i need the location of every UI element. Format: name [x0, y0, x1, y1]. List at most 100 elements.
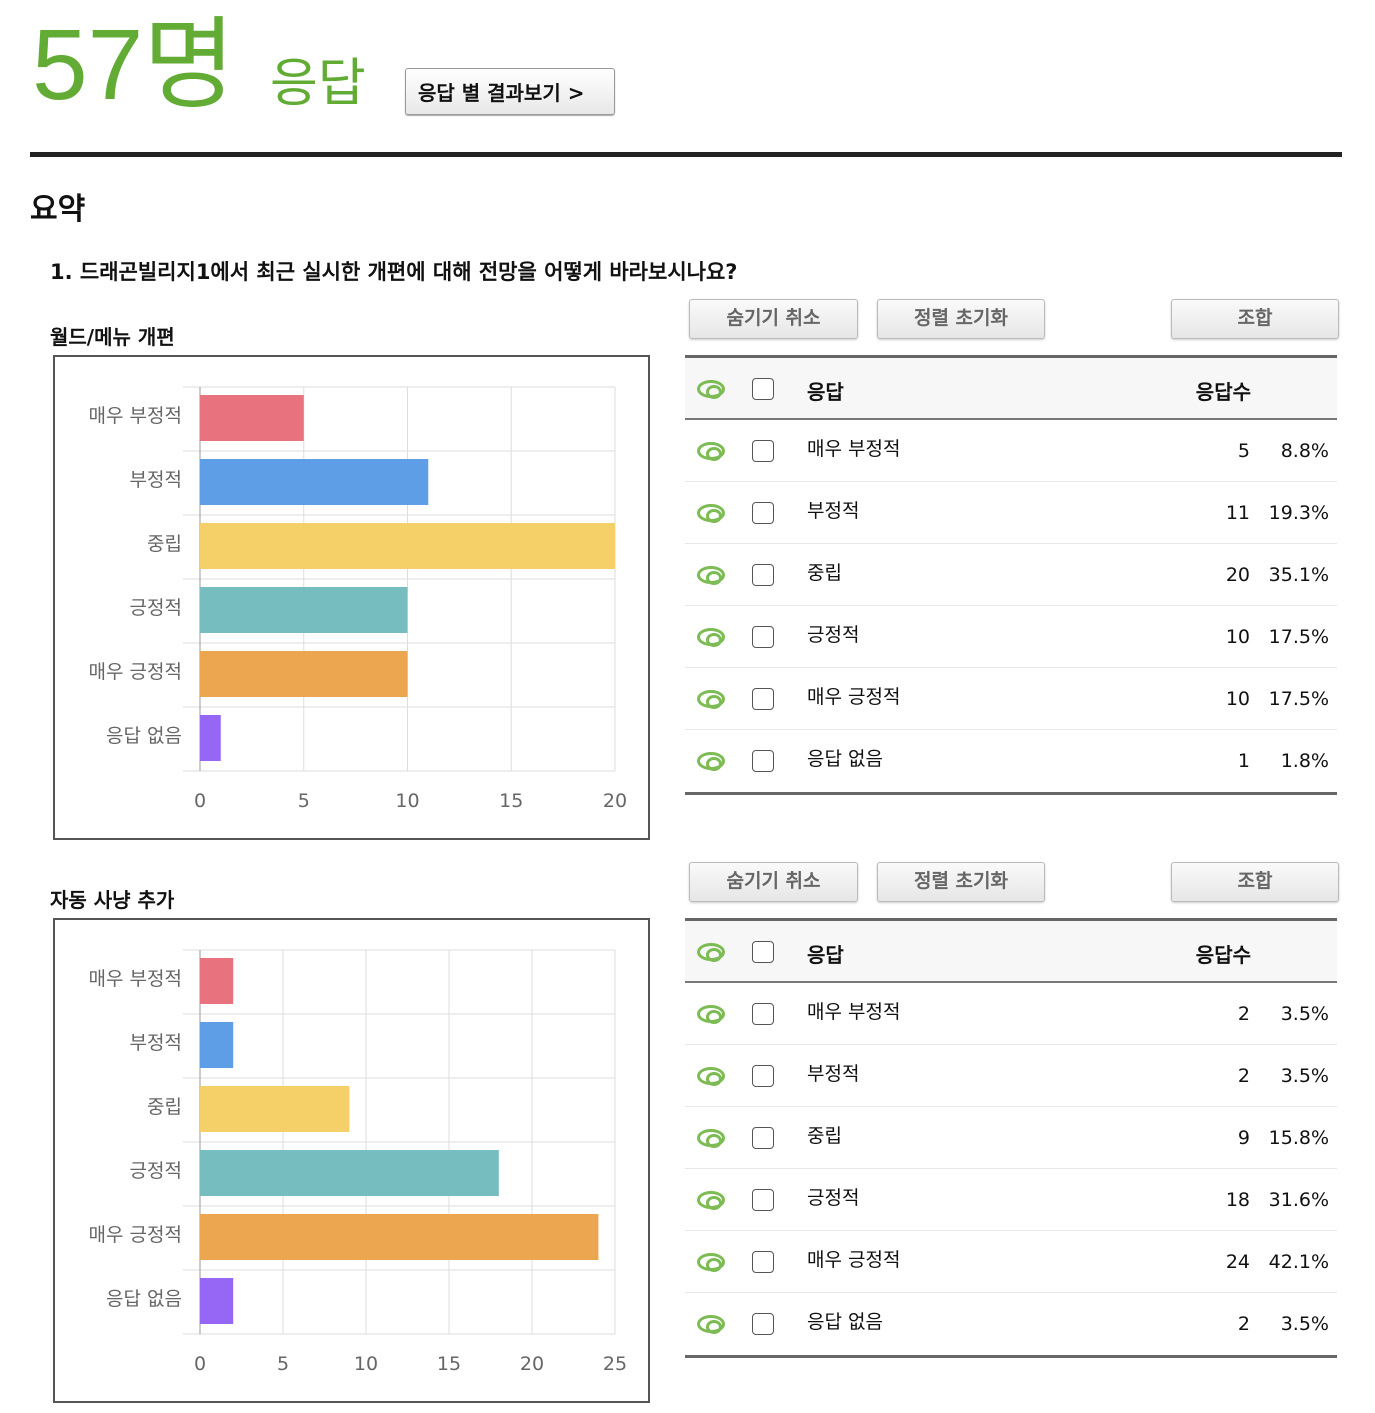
table-header: 응답 응답수 — [685, 921, 1337, 983]
x-tick-label: 5 — [298, 790, 310, 812]
table-row: 매우 부정적 5 8.8% — [685, 420, 1337, 482]
x-tick-label: 20 — [603, 790, 627, 812]
reset-sort-button[interactable]: 정렬 초기화 — [877, 862, 1045, 902]
y-tick-label: 응답 없음 — [106, 725, 182, 747]
answer-label: 응답 없음 — [807, 748, 883, 770]
bar — [200, 715, 221, 761]
answer-label: 응답 없음 — [807, 1311, 883, 1333]
answer-percent: 17.5% — [1268, 626, 1329, 648]
combine-button[interactable]: 조합 — [1171, 862, 1339, 902]
answer-count: 10 — [1225, 626, 1250, 648]
question-title: 1. 드래곤빌리지1에서 최근 실시한 개편에 대해 전망을 어떻게 바라보시나… — [50, 260, 738, 284]
answer-percent: 15.8% — [1268, 1127, 1329, 1149]
answer-percent: 3.5% — [1280, 1065, 1329, 1087]
answer-count: 24 — [1225, 1251, 1250, 1273]
combine-button[interactable]: 조합 — [1171, 299, 1339, 339]
bar — [200, 523, 615, 569]
bar — [200, 587, 408, 633]
answer-percent: 1.8% — [1280, 750, 1329, 772]
answer-count: 9 — [1237, 1127, 1250, 1149]
x-tick-label: 15 — [499, 790, 523, 812]
eye-icon[interactable] — [697, 1129, 725, 1148]
x-tick-label: 25 — [603, 1353, 627, 1375]
eye-icon[interactable] — [697, 1253, 725, 1272]
answer-count: 20 — [1225, 564, 1250, 586]
unhide-button[interactable]: 숨기기 취소 — [689, 862, 858, 902]
response-label: 응답 — [270, 54, 366, 114]
table-row: 응답 없음 2 3.5% — [685, 1293, 1337, 1355]
eye-icon[interactable] — [697, 752, 725, 771]
bar — [200, 651, 408, 697]
table-row: 중립 20 35.1% — [685, 544, 1337, 606]
reset-sort-button[interactable]: 정렬 초기화 — [877, 299, 1045, 339]
answer-count: 10 — [1225, 688, 1250, 710]
checkbox[interactable] — [752, 750, 774, 772]
eye-icon[interactable] — [697, 566, 725, 585]
answer-percent: 8.8% — [1280, 440, 1329, 462]
x-tick-label: 5 — [277, 1353, 289, 1375]
y-tick-label: 부정적 — [130, 469, 182, 491]
table-row: 중립 9 15.8% — [685, 1107, 1337, 1169]
answer-label: 매우 긍정적 — [807, 1249, 901, 1271]
y-tick-label: 긍정적 — [130, 597, 182, 619]
checkbox[interactable] — [752, 1189, 774, 1211]
x-tick-label: 15 — [437, 1353, 461, 1375]
checkbox[interactable] — [752, 941, 774, 963]
checkbox[interactable] — [752, 1127, 774, 1149]
bar — [200, 1022, 234, 1068]
bar — [200, 459, 429, 505]
bar — [200, 958, 234, 1004]
checkbox[interactable] — [752, 1003, 774, 1025]
eye-icon[interactable] — [697, 504, 725, 523]
answer-label: 부정적 — [807, 500, 860, 522]
table-row: 긍정적 10 17.5% — [685, 606, 1337, 668]
answer-label: 부정적 — [807, 1063, 860, 1085]
checkbox[interactable] — [752, 688, 774, 710]
answer-count: 18 — [1225, 1189, 1250, 1211]
y-tick-label: 부정적 — [130, 1032, 182, 1054]
table-row: 매우 부정적 2 3.5% — [685, 983, 1337, 1045]
section-title: 자동 사냥 추가 — [50, 888, 175, 912]
checkbox[interactable] — [752, 440, 774, 462]
answer-percent: 31.6% — [1268, 1189, 1329, 1211]
eye-icon[interactable] — [697, 1005, 725, 1024]
view-by-response-button[interactable]: 응답 별 결과보기 > — [405, 68, 615, 115]
answer-count[interactable]: 응답수 — [1195, 380, 1251, 404]
x-tick-label: 0 — [194, 1353, 206, 1375]
x-tick-label: 0 — [194, 790, 206, 812]
y-tick-label: 긍정적 — [130, 1160, 182, 1182]
eye-icon[interactable] — [697, 628, 725, 647]
y-tick-label: 중립 — [147, 533, 182, 555]
eye-icon[interactable] — [697, 1315, 725, 1334]
answer-count[interactable]: 응답수 — [1195, 943, 1251, 967]
eye-icon[interactable] — [697, 943, 725, 962]
answer-label: 매우 부정적 — [807, 1001, 901, 1023]
answer-label: 긍정적 — [807, 624, 860, 646]
answer-percent: 3.5% — [1280, 1313, 1329, 1335]
answer-count: 11 — [1225, 502, 1250, 524]
checkbox[interactable] — [752, 1251, 774, 1273]
eye-icon[interactable] — [697, 442, 725, 461]
checkbox[interactable] — [752, 378, 774, 400]
bar — [200, 1150, 499, 1196]
response-table: 응답 응답수 매우 부정적 5 8.8% 부정적 11 19.3% 중립 20 35.1% 긍정적 10… — [685, 355, 1337, 795]
checkbox[interactable] — [752, 564, 774, 586]
checkbox[interactable] — [752, 1313, 774, 1335]
unhide-button[interactable]: 숨기기 취소 — [689, 299, 858, 339]
checkbox[interactable] — [752, 1065, 774, 1087]
answer-count: 2 — [1237, 1003, 1250, 1025]
response-count: 57명 — [32, 9, 236, 121]
answer-label: 응답 — [807, 380, 844, 404]
y-tick-label: 매우 부정적 — [89, 968, 182, 990]
checkbox[interactable] — [752, 502, 774, 524]
y-tick-label: 중립 — [147, 1096, 182, 1118]
answer-label: 중립 — [807, 562, 842, 584]
table-row: 부정적 11 19.3% — [685, 482, 1337, 544]
checkbox[interactable] — [752, 626, 774, 648]
y-tick-label: 응답 없음 — [106, 1288, 182, 1310]
eye-icon[interactable] — [697, 690, 725, 709]
eye-icon[interactable] — [697, 1067, 725, 1086]
table-row: 응답 없음 1 1.8% — [685, 730, 1337, 792]
eye-icon[interactable] — [697, 1191, 725, 1210]
eye-icon[interactable] — [697, 380, 725, 399]
